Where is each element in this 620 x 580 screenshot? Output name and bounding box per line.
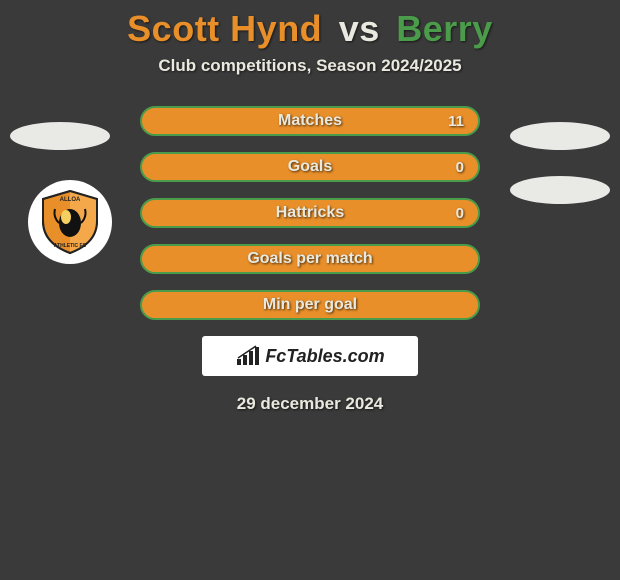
stat-label: Goals per match: [247, 250, 372, 268]
stat-value: 0: [456, 205, 464, 222]
stat-value: 0: [456, 159, 464, 176]
stat-label: Hattricks: [276, 204, 344, 222]
stat-row: Goals per match: [140, 244, 480, 274]
player1-name: Scott Hynd: [127, 8, 322, 49]
stat-rows: Matches 11 Goals 0 Hattricks 0 Goals per match…: [140, 106, 480, 320]
bars-icon: [235, 345, 261, 367]
stat-value: 11: [448, 113, 464, 130]
stat-label: Matches: [278, 112, 342, 130]
stat-row: Matches 11: [140, 106, 480, 136]
badge-text-bottom: ATHLETIC FC: [54, 243, 87, 249]
fctables-logo[interactable]: FcTables.com: [202, 336, 418, 376]
stat-label: Min per goal: [263, 296, 357, 314]
badge-text-top: ALLOA: [60, 197, 81, 203]
stat-label: Goals: [288, 158, 332, 176]
club-badge: ALLOA ATHLETIC FC: [28, 180, 112, 264]
vs-text: vs: [339, 8, 380, 49]
logo-text: FcTables.com: [265, 346, 384, 367]
date-text: 29 december 2024: [0, 394, 620, 414]
player2-name: Berry: [396, 8, 493, 49]
stat-row: Hattricks 0: [140, 198, 480, 228]
comparison-title: Scott Hynd vs Berry: [0, 0, 620, 50]
stat-row: Goals 0: [140, 152, 480, 182]
player1-photo-placeholder: [10, 122, 110, 150]
stat-row: Min per goal: [140, 290, 480, 320]
player2-photo-placeholder-1: [510, 122, 610, 150]
club-badge-icon: ALLOA ATHLETIC FC: [35, 187, 105, 257]
player2-photo-placeholder-2: [510, 176, 610, 204]
subtitle: Club competitions, Season 2024/2025: [0, 56, 620, 76]
